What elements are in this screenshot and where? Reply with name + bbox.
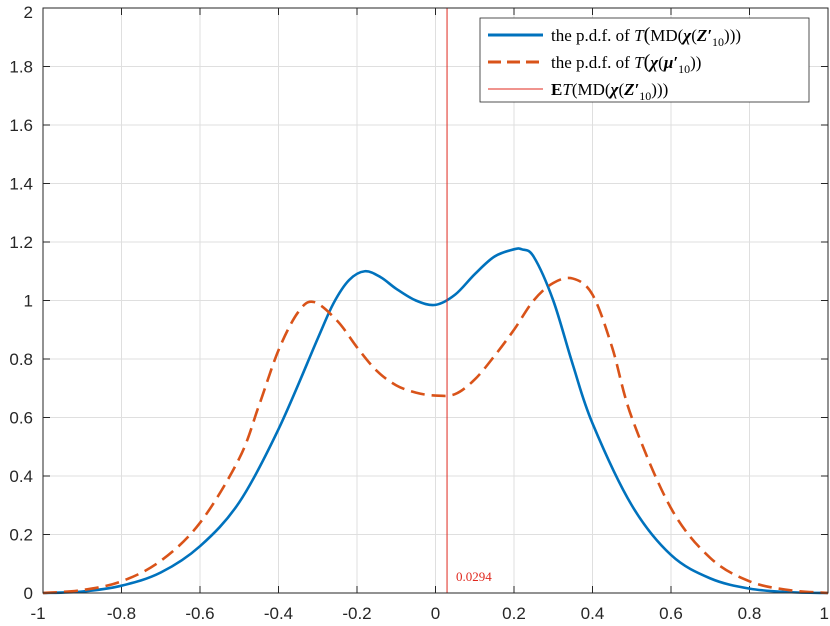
x-tick-label: 1 <box>820 604 829 623</box>
plot-border <box>42 7 829 594</box>
series-layer <box>42 247 829 595</box>
x-tick-label: -1 <box>30 604 45 623</box>
x-tick-label: 0.4 <box>581 604 605 623</box>
y-tick-label: 0.2 <box>9 526 33 545</box>
series-pdf-md-line <box>42 247 829 595</box>
x-tick-label: -0.4 <box>264 604 293 623</box>
x-tick-label: -0.6 <box>185 604 214 623</box>
y-tick-label: 0 <box>24 584 33 603</box>
y-tick-label: 2 <box>24 3 33 22</box>
y-tick-label: 1 <box>24 292 33 311</box>
y-tick-label: 1.6 <box>9 116 33 135</box>
legend: the p.d.f. of T(MD(χ(Z′10))) the p.d.f. … <box>479 17 810 103</box>
y-tick-label: 0.6 <box>9 409 33 428</box>
legend-entry-pdf-mu: the p.d.f. of T(χ(μ′10)) <box>551 51 701 76</box>
x-tick-label: 0.6 <box>659 604 683 623</box>
x-tick-label: 0.2 <box>502 604 526 623</box>
y-tick-label: 1.2 <box>9 233 33 252</box>
x-tick-labels: -1 -0.8 -0.6 -0.4 -0.2 0 0.2 0.4 0.6 0.8 1 <box>30 604 829 623</box>
x-tick-label: 0.8 <box>738 604 762 623</box>
x-tick-label: 0 <box>431 604 440 623</box>
y-tick-label: 1.8 <box>9 58 33 77</box>
y-tick-label: 0.4 <box>9 467 33 486</box>
x-tick-label: -0.2 <box>342 604 371 623</box>
y-tick-label: 1.4 <box>9 175 33 194</box>
series-pdf-mu-line <box>42 276 829 595</box>
y-tick-label: 0.8 <box>9 350 33 369</box>
y-tick-labels: 0 0.2 0.4 0.6 0.8 1 1.2 1.4 1.6 1.8 2 <box>9 3 33 603</box>
legend-box <box>479 17 810 103</box>
mean-value-label: 0.0294 <box>456 569 492 584</box>
legend-entry-pdf-md: the p.d.f. of T(MD(χ(Z′10))) <box>551 24 741 49</box>
legend-entry-expectation: ET(MD(χ(Z′10))) <box>551 80 668 103</box>
x-tick-label: -0.8 <box>107 604 136 623</box>
